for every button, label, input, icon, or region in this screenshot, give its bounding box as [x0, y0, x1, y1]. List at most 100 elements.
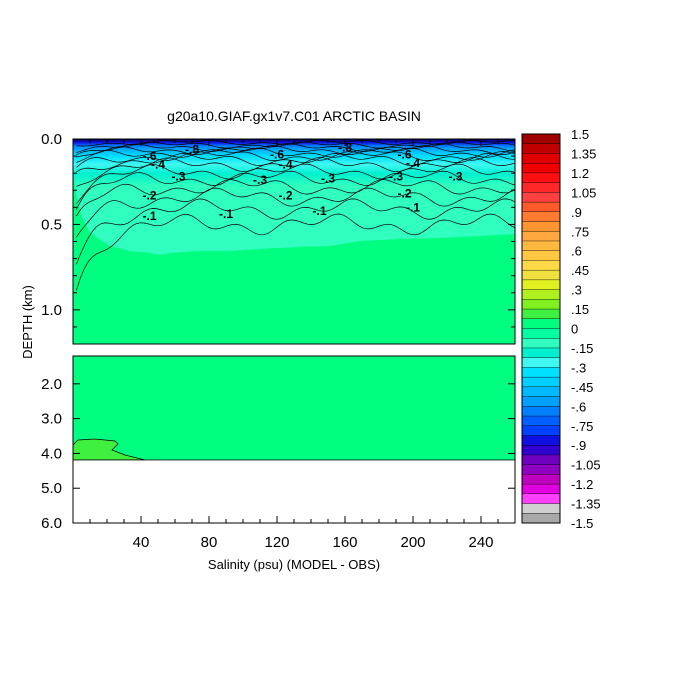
colorbar-label: -.45	[571, 380, 593, 395]
y-tick-label: 3.0	[41, 411, 62, 428]
x-tick-label: 120	[264, 534, 289, 551]
colorbar-swatch	[521, 308, 561, 320]
lower-panel-water	[73, 356, 515, 460]
contour-line	[76, 145, 516, 158]
colorbar-swatch	[521, 357, 561, 368]
y-tick-label: 1.0	[41, 302, 62, 319]
contour-line	[76, 151, 516, 168]
chart-title: g20a10.GIAF.gx1v7.C01 ARCTIC BASIN	[167, 108, 421, 124]
contour-label: -.2	[142, 188, 156, 202]
y-tick-label: 5.0	[41, 480, 62, 497]
colorbar-swatch	[521, 211, 561, 223]
colorbar-swatch	[521, 250, 561, 261]
contour-label: -.1	[219, 207, 233, 221]
colorbar	[521, 133, 561, 524]
contour-labels: -.3 -.3 -.3 -.3 -.3-.2 -.2 -.2-.1 -.1 -.1 -.1-.4-…	[142, 141, 462, 223]
colorbar-swatch	[521, 162, 561, 174]
colorbar-swatch	[521, 396, 561, 407]
colorbar-label: .9	[571, 205, 582, 220]
colorbar-swatch	[521, 153, 561, 164]
contour-line	[76, 213, 516, 291]
colorbar-swatch	[521, 435, 561, 446]
y-axis-upper: 0.0 0.5 1.0	[41, 131, 515, 328]
colorbar-swatch	[521, 493, 561, 505]
contour-label: -.3	[448, 170, 462, 184]
contour-label: -.1	[312, 204, 326, 218]
contour-label: -.3	[253, 173, 267, 187]
y-tick-label: 2.0	[41, 376, 62, 393]
contour-label: -.6	[397, 147, 411, 161]
upper-panel: -.3 -.3 -.3 -.3 -.3-.2 -.2 -.2-.1 -.1 -.1 -.1-.4-…	[72, 138, 516, 345]
contour-label: -.1	[406, 200, 420, 214]
colorbar-swatch	[521, 425, 561, 436]
colorbar-label: -.75	[571, 419, 593, 434]
contour-line	[76, 143, 516, 156]
colorbar-swatch	[521, 406, 561, 417]
contour-line	[76, 198, 516, 265]
colorbar-swatch	[521, 464, 561, 475]
colorbar-label: -.6	[571, 399, 586, 414]
contour-line	[76, 147, 516, 163]
contour-label: -.4	[151, 158, 165, 172]
upper-shallow-water-region	[73, 139, 515, 255]
colorbar-swatch	[521, 513, 561, 524]
colorbar-swatch	[521, 318, 561, 329]
contour-line	[76, 187, 516, 238]
colorbar-swatch	[521, 338, 561, 349]
contour-label: -.3	[321, 171, 335, 185]
colorbar-label: -1.35	[571, 497, 601, 512]
y-tick-label: 0.5	[41, 216, 62, 233]
colorbar-labels: 1.5 1.35 1.2 1.05 .9 .75 .6 .45 .3 .15 0 -.15 -.3 -.4…	[571, 127, 601, 531]
colorbar-swatch	[521, 328, 561, 339]
colorbar-swatch	[521, 415, 561, 427]
contour-label: -.4	[406, 156, 420, 170]
colorbar-swatch	[521, 445, 561, 456]
colorbar-swatch	[521, 386, 561, 398]
contour-label: -.6	[270, 147, 284, 161]
colorbar-label: 1.5	[571, 127, 589, 142]
y-axis-label: DEPTH (km)	[20, 285, 35, 359]
colorbar-label: -1.5	[571, 516, 593, 531]
colorbar-label: -1.05	[571, 458, 601, 473]
y-tick-label: 4.0	[41, 445, 62, 462]
colorbar-label: .15	[571, 302, 589, 317]
x-tick-label: 200	[400, 534, 425, 551]
colorbar-label: .45	[571, 263, 589, 278]
contour-label: -.8	[185, 142, 199, 156]
contour-label: -.2	[397, 187, 411, 201]
colorbar-label: -1.2	[571, 477, 593, 492]
y-axis-lower: 2.0 3.0 4.0 5.0 6.0	[41, 376, 515, 532]
colorbar-swatch	[521, 182, 561, 193]
y-tick-label: 6.0	[41, 515, 62, 532]
x-tick-label: 240	[468, 534, 493, 551]
lower-panel-seafloor	[73, 460, 515, 523]
x-tick-label: 160	[332, 534, 357, 551]
colorbar-swatch	[521, 474, 561, 485]
y-tick-label: 0.0	[41, 131, 62, 148]
contour-line	[76, 163, 516, 204]
colorbar-swatch	[521, 454, 561, 466]
colorbar-swatch	[521, 192, 561, 203]
colorbar-swatch	[521, 269, 561, 281]
colorbar-label: -.9	[571, 438, 586, 453]
lower-panel	[72, 355, 516, 524]
colorbar-label: -.15	[571, 341, 593, 356]
colorbar-swatch	[521, 143, 561, 154]
colorbar-swatch	[521, 231, 561, 242]
colorbar-swatch	[521, 260, 561, 271]
colorbar-label: -.3	[571, 360, 586, 375]
x-tick-label: 40	[133, 534, 150, 551]
colorbar-label: .6	[571, 244, 582, 259]
colorbar-swatch	[521, 172, 561, 184]
contour-label: -.1	[142, 209, 156, 223]
contour-line	[76, 179, 516, 217]
contour-label: -.3	[389, 170, 403, 184]
contour-lines	[76, 140, 516, 291]
colorbar-label: .3	[571, 283, 582, 298]
colorbar-swatch	[521, 133, 561, 145]
contour-label: -.2	[278, 188, 292, 202]
colorbar-swatch	[521, 367, 561, 378]
colorbar-swatch	[521, 376, 561, 388]
x-axis: 40 80 120 160 200 240	[89, 139, 499, 551]
colorbar-swatch	[521, 347, 561, 359]
